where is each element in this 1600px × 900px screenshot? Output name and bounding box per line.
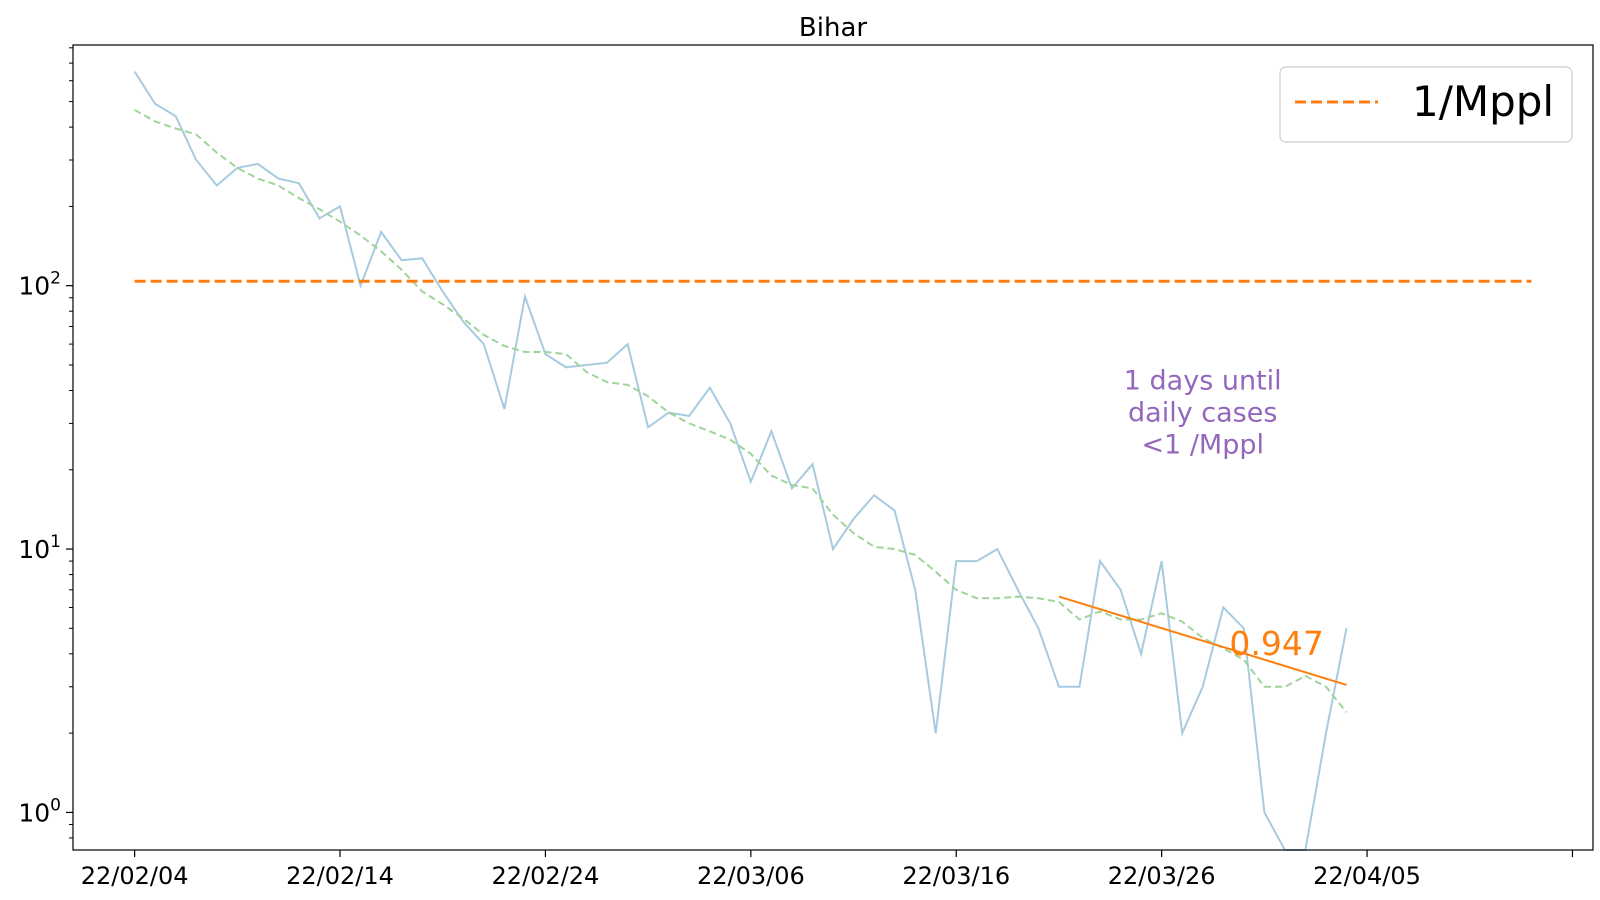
x-tick-label: 22/02/14 [286,862,394,890]
plot-frame [72,44,1594,851]
annotation-layer: 0.947 1 days until daily cases <1 /Mppl [1124,365,1324,662]
chart-title: Bihar [799,13,867,43]
legend: 1/Mppl [1279,66,1573,143]
legend-box [1279,66,1573,143]
series-line-1 [134,109,1348,713]
annotation-days-until: 1 days until daily cases <1 /Mppl [1124,365,1282,460]
series-line-0 [133,71,1348,851]
x-tick-label: 22/03/26 [1108,862,1216,890]
series-line-3 [1058,595,1347,686]
y-tick-label: 101 [18,532,61,564]
legend-label-1mppl: 1/Mppl [1412,77,1554,126]
x-tick-label: 22/04/05 [1313,862,1421,890]
x-tick-label: 22/02/04 [81,862,189,890]
y-tick-label: 100 [18,795,61,827]
x-tick-label: 22/03/16 [902,862,1010,890]
y-axis: 100 101 102 [18,47,73,839]
x-axis: 22/02/04 22/02/14 22/02/24 22/03/06 22/03/16… [81,850,1574,890]
x-tick-label: 22/03/06 [697,862,805,890]
y-tick-label: 102 [18,269,61,301]
x-tick-label: 22/02/24 [492,862,600,890]
annotation-slope-value: 0.947 [1229,624,1323,663]
series-layer [133,71,1532,851]
